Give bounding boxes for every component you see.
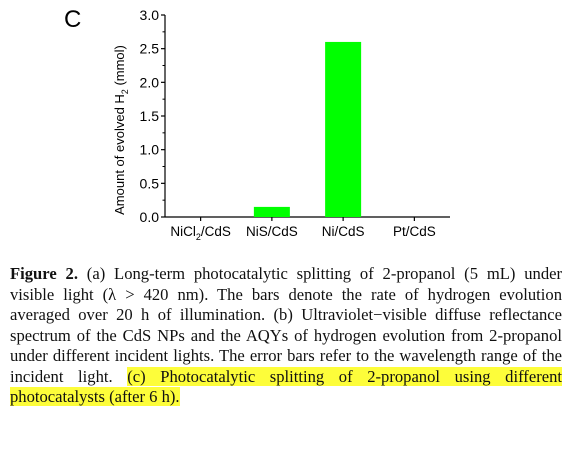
- y-tick-label: 3.0: [140, 7, 160, 23]
- x-axis: NiCl2/CdS NiS/CdS Ni/CdS Pt/CdS: [170, 217, 436, 242]
- bar-chart: C Amount of evolved H2 (mmol) 0.0 0.5 1.0 1…: [64, 6, 450, 242]
- y-axis: 0.0 0.5 1.0 1.5 2.0 2.5 3.0: [140, 7, 165, 225]
- plot-area: [164, 15, 450, 218]
- y-tick-label: 1.5: [140, 108, 160, 124]
- figure-label: Figure 2.: [10, 264, 78, 283]
- y-tick-label: 2.5: [140, 41, 160, 57]
- x-tick-label: Ni/CdS: [322, 224, 365, 239]
- panel-label: C: [64, 6, 81, 33]
- y-axis-label: Amount of evolved H2 (mmol): [112, 45, 130, 215]
- y-axis-label-sub: 2: [120, 89, 130, 94]
- y-tick-label: 0.0: [140, 209, 160, 225]
- x-tick-label: NiCl2/CdS: [170, 224, 231, 242]
- bar: [253, 206, 290, 217]
- y-axis-label-post: (mmol): [112, 45, 127, 89]
- y-axis-label-pre: Amount of evolved H: [112, 94, 127, 215]
- y-tick-label: 2.0: [140, 74, 160, 90]
- y-tick-label: 1.0: [140, 142, 160, 158]
- x-tick-label: NiS/CdS: [246, 224, 298, 239]
- bar: [325, 41, 362, 217]
- x-tick-label: Pt/CdS: [393, 224, 436, 239]
- y-tick-label: 0.5: [140, 175, 160, 191]
- caption-text: (a) Long-term photocatalytic splitting o…: [10, 264, 563, 386]
- figure-caption: Figure 2. (a) Long-term photocatalytic s…: [10, 264, 562, 408]
- bars-group: [253, 41, 362, 217]
